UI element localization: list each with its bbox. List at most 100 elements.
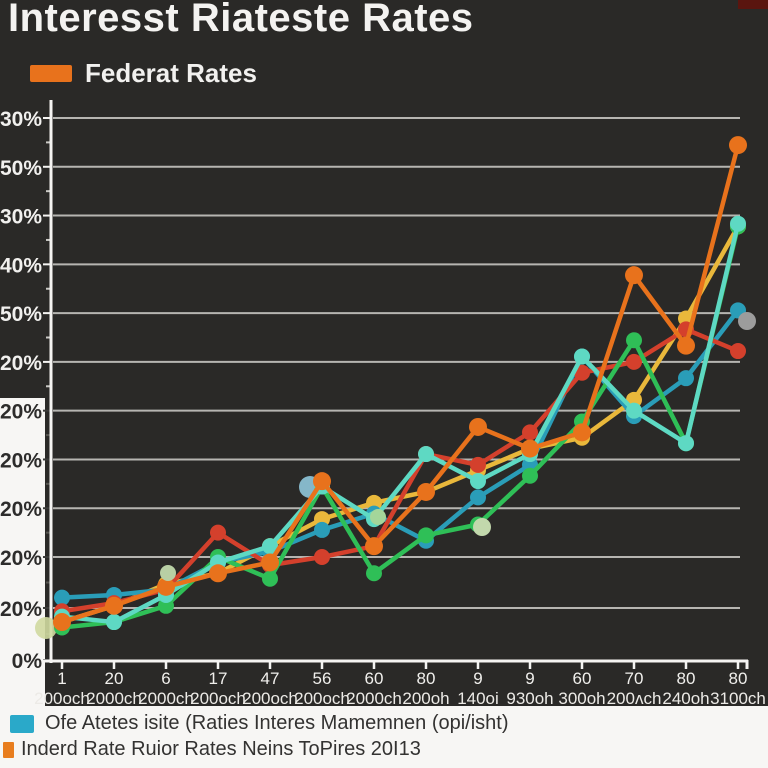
x-tick-label-row1: 80	[729, 669, 748, 688]
data-point-teal-rates	[314, 521, 330, 538]
y-tick-label: 30%	[0, 206, 42, 229]
top-legend-label: Federat Rates	[85, 58, 257, 88]
data-point-federat-rates	[521, 439, 539, 458]
data-point-green-rates	[366, 565, 382, 582]
data-point-federat-rates	[365, 537, 383, 556]
stray-dot	[35, 617, 57, 639]
series-line-federat-rates	[59, 142, 741, 625]
stray-dot	[160, 565, 176, 581]
x-tick-label-row2: 2000ch	[86, 689, 142, 708]
y-tick-label: 20%	[0, 598, 42, 621]
x-tick-label-row1: 1	[57, 669, 66, 688]
x-tick-label-row1: 47	[261, 669, 280, 688]
x-tick-label-row2: 200och	[34, 689, 90, 708]
data-point-federat-rates	[157, 577, 175, 596]
y-tick-label: 30%	[0, 108, 42, 131]
y-tick-label: 0%	[12, 650, 43, 673]
data-point-federat-rates	[677, 336, 695, 355]
data-point-teal-rates	[54, 589, 70, 606]
bottom-legend: Ofe Atetes isite (Raties Interes Mamemne…	[0, 712, 768, 761]
y-tick-label: 20%	[0, 401, 42, 424]
data-point-red-rates	[730, 343, 746, 360]
data-point-red-rates	[314, 549, 330, 566]
series-line-green-rates	[59, 224, 741, 630]
x-tick-label-row2: 2000ch	[346, 689, 402, 708]
y-tick-label: 50%	[0, 157, 42, 180]
data-point-red-rates	[210, 524, 226, 541]
x-tick-label-row1: 6	[161, 669, 170, 688]
x-tick-label-row1: 80	[677, 669, 696, 688]
data-point-green-rates	[262, 570, 278, 587]
data-point-federat-rates	[573, 423, 591, 442]
x-tick-label-row2: 930oh	[506, 689, 553, 708]
data-point-federat-rates	[625, 266, 643, 285]
data-point-green-rates	[626, 332, 642, 349]
data-point-turquoise-rates	[678, 435, 694, 452]
legend-swatch-orange	[3, 741, 14, 758]
x-tick-label-row2: 200oh	[402, 689, 449, 708]
x-tick-label-row1: 17	[209, 669, 228, 688]
data-point-federat-rates	[417, 482, 435, 501]
legend-label: Inderd Rate Ruior Rates Neins ToPires 20…	[21, 738, 421, 760]
left-margin-panel	[0, 398, 45, 706]
x-tick-label-row2: 240oh	[662, 689, 709, 708]
data-point-federat-rates	[209, 564, 227, 583]
x-tick-label-row2: 200och	[294, 689, 350, 708]
data-point-turquoise-rates	[626, 402, 642, 419]
x-tick-label-row2: 200och	[190, 689, 246, 708]
data-point-red-rates	[470, 456, 486, 473]
data-point-red-rates	[626, 353, 642, 370]
data-point-turquoise-rates	[574, 348, 590, 365]
data-point-turquoise-rates	[470, 473, 486, 490]
x-tick-label-row1: 20	[105, 669, 124, 688]
x-tick-label-row2: 200ʌch	[607, 689, 662, 708]
data-point-red-rates	[522, 424, 538, 441]
x-tick-label-row2: 2000ch	[138, 689, 194, 708]
y-tick-label: 20%	[0, 352, 42, 375]
data-point-turquoise-rates	[106, 614, 122, 631]
top-right-artifact	[738, 0, 768, 9]
stray-dot	[738, 312, 756, 330]
legend-item: Ofe Atetes isite (Raties Interes Mamemne…	[10, 712, 768, 735]
federat-rates-swatch	[30, 65, 72, 82]
y-tick-label: 40%	[0, 254, 42, 277]
x-tick-label-row1: 9	[473, 669, 482, 688]
x-tick-label-row1: 70	[625, 669, 644, 688]
x-tick-label-row1: 9	[525, 669, 534, 688]
data-point-turquoise-rates	[262, 538, 278, 555]
series-line-red-rates	[59, 327, 741, 614]
x-tick-label-row1: 56	[313, 669, 332, 688]
data-point-federat-rates	[53, 613, 71, 632]
data-point-teal-rates	[470, 489, 486, 506]
y-tick-label: 20%	[0, 547, 42, 570]
chart-title: Interesst Riateste Rates	[8, 0, 474, 40]
series-line-yellow-rates	[59, 224, 741, 625]
x-tick-label-row2: 200och	[242, 689, 298, 708]
legend-label: Ofe Atetes isite (Raties Interes Mamemne…	[45, 712, 509, 734]
stray-dot	[370, 509, 386, 525]
top-legend: Federat Rates	[30, 58, 257, 89]
x-tick-label-row1: 60	[365, 669, 384, 688]
data-point-teal-rates	[678, 370, 694, 387]
data-point-federat-rates	[105, 596, 123, 615]
x-tick-label-row1: 60	[573, 669, 592, 688]
data-point-turquoise-rates	[418, 446, 434, 463]
data-point-green-rates	[418, 527, 434, 544]
x-tick-label-row1: 80	[417, 669, 436, 688]
y-tick-label: 20%	[0, 449, 42, 472]
data-point-federat-rates	[261, 553, 279, 572]
x-tick-label-row2: 140oi	[457, 689, 499, 708]
interest-rates-chart: 30%50%30%40%50%20%20%20%20%20%20%0%1200o…	[0, 100, 766, 708]
x-tick-label-row2: 300oh	[558, 689, 605, 708]
legend-item: Inderd Rate Ruior Rates Neins ToPires 20…	[3, 738, 768, 761]
stray-dot	[473, 518, 491, 536]
data-point-federat-rates	[313, 472, 331, 491]
data-point-federat-rates	[729, 136, 747, 155]
series-line-turquoise-rates	[59, 221, 741, 625]
data-point-green-rates	[522, 467, 538, 484]
x-tick-label-row2: 3100ch	[710, 689, 766, 708]
y-tick-label: 50%	[0, 303, 42, 326]
legend-swatch-cyan	[10, 714, 34, 733]
data-point-turquoise-rates	[730, 215, 746, 232]
data-point-federat-rates	[469, 417, 487, 436]
